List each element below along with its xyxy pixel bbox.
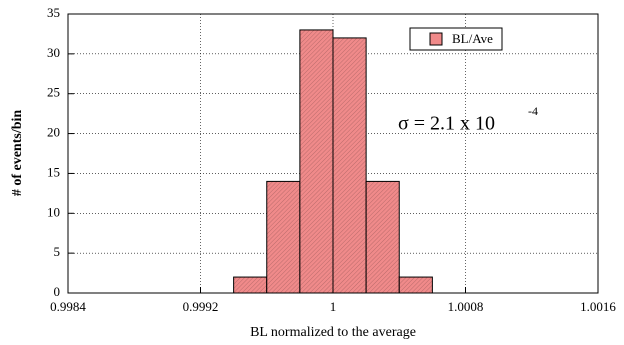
y-tick-label: 5 xyxy=(54,244,61,259)
bar-hatch xyxy=(333,37,367,293)
bar-hatch xyxy=(366,181,400,293)
x-axis-label: BL normalized to the average xyxy=(250,325,416,340)
bar-hatch xyxy=(266,181,300,293)
y-tick-label: 25 xyxy=(47,85,60,100)
y-tick-label: 35 xyxy=(47,5,60,20)
bar-hatch xyxy=(399,277,433,293)
x-tick-label: 1 xyxy=(330,299,337,314)
x-tick-label: 0.9992 xyxy=(183,299,219,314)
y-tick-label: 20 xyxy=(47,125,60,140)
legend-swatch xyxy=(429,32,443,46)
bar-hatch xyxy=(233,277,267,293)
legend-label: BL/Ave xyxy=(452,31,493,46)
y-tick-label: 30 xyxy=(47,45,60,60)
y-axis-label: # of events/bin xyxy=(10,110,25,197)
y-tick-label: 15 xyxy=(47,164,60,179)
x-tick-label: 1.0008 xyxy=(448,299,484,314)
y-tick-label: 10 xyxy=(47,204,60,219)
x-tick-label: 1.0016 xyxy=(580,299,616,314)
annotation: σ = 2.1 x 10 xyxy=(398,113,495,135)
annotation-exponent: -4 xyxy=(528,104,538,118)
y-tick-label: 0 xyxy=(54,284,61,299)
x-tick-label: 0.9984 xyxy=(50,299,86,314)
plot-frame xyxy=(67,13,599,294)
bar-hatch xyxy=(299,29,333,293)
